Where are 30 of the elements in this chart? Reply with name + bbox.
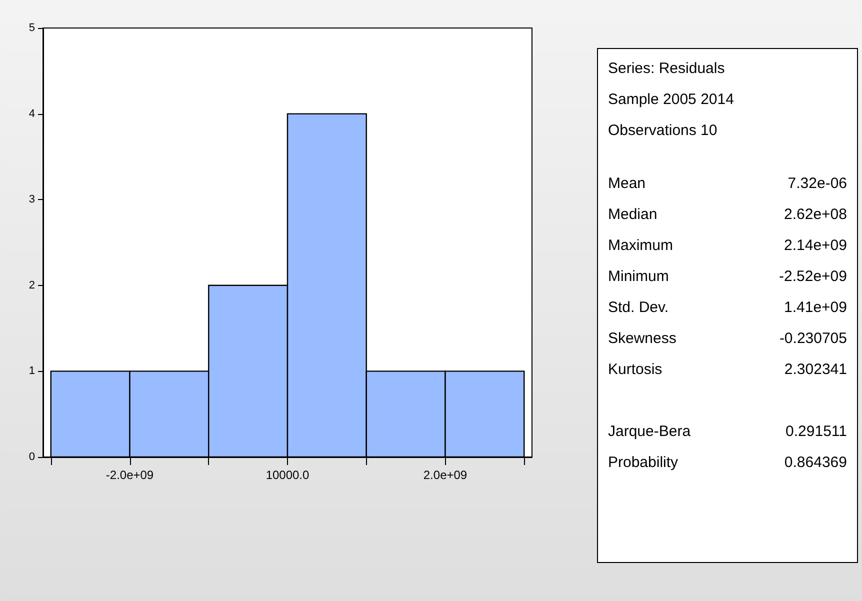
text: Observations 10 bbox=[608, 121, 718, 141]
category-label: Median bbox=[608, 205, 658, 225]
text: 1.41e+09 bbox=[784, 299, 847, 316]
category-label: Kurtosis bbox=[608, 360, 662, 380]
text: -2.52e+09 bbox=[779, 268, 847, 285]
y-tick-label: 0 bbox=[28, 451, 35, 463]
category-label: Minimum bbox=[608, 267, 669, 287]
category-label: Mean bbox=[608, 174, 646, 194]
text: 0.864369 bbox=[784, 454, 847, 471]
text: 7.32e-06 bbox=[788, 175, 847, 192]
text: 0.291511 bbox=[786, 423, 847, 440]
y-tick-label: 1 bbox=[28, 365, 35, 378]
text: 2.302341 bbox=[784, 361, 847, 378]
category-label: Skewness bbox=[608, 329, 676, 349]
category-label: Maximum bbox=[608, 236, 674, 256]
text: -0.230705 bbox=[779, 330, 847, 347]
x-tick-label: 10000.0 bbox=[266, 468, 310, 482]
y-tick-label: 2 bbox=[28, 279, 35, 292]
category-label: Probability bbox=[608, 453, 678, 473]
text: 2.14e+09 bbox=[784, 237, 847, 254]
y-tick-label: 4 bbox=[28, 108, 35, 120]
x-tick-label: -2.0e+09 bbox=[106, 468, 154, 482]
category-label: Jarque-Bera bbox=[608, 422, 691, 442]
text: Sample 2005 2014 bbox=[608, 90, 734, 110]
x-tick-label: 2.0e+09 bbox=[423, 468, 468, 482]
y-tick-label: 5 bbox=[28, 22, 35, 34]
category-label: Std. Dev. bbox=[608, 298, 669, 318]
text: 2.62e+08 bbox=[784, 206, 847, 223]
text: Series: Residuals bbox=[608, 59, 725, 79]
y-tick-label: 3 bbox=[28, 194, 35, 206]
